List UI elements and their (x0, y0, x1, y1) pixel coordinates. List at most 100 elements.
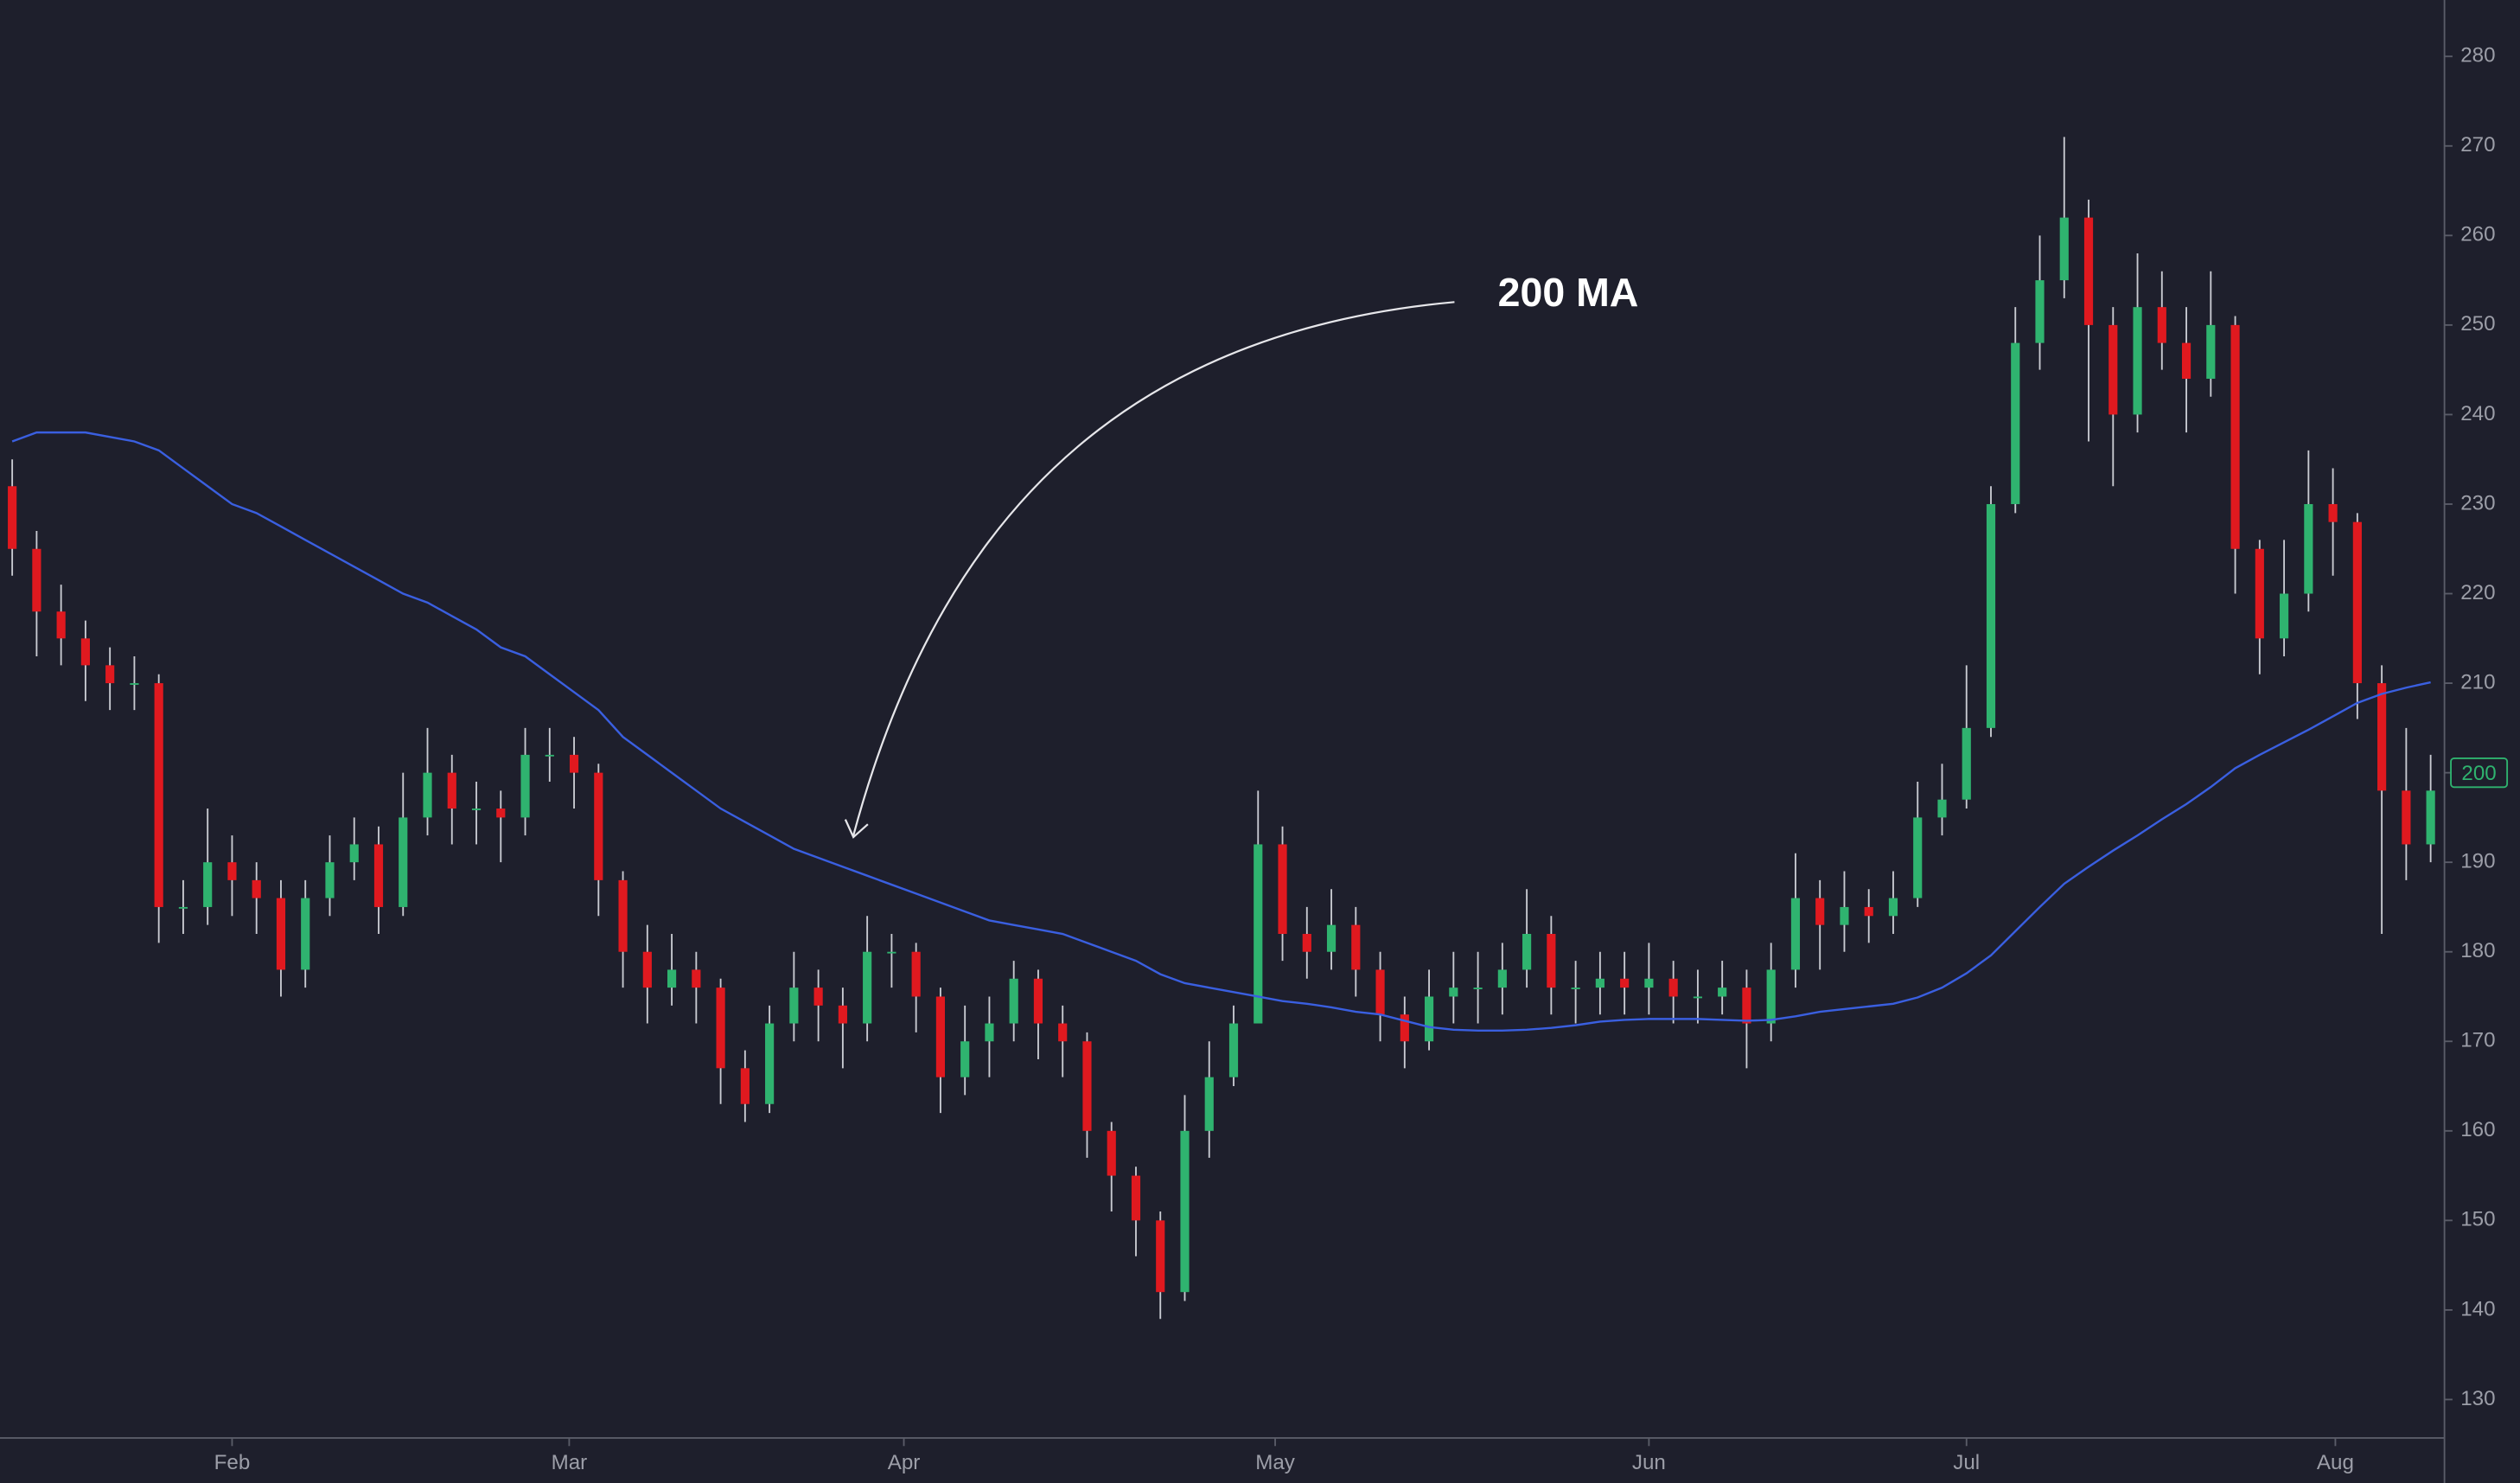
moving-average-line (11, 431, 2431, 1032)
candle-body (1864, 906, 1873, 917)
candle-body (911, 951, 921, 997)
candle-body (667, 969, 677, 988)
arrow-head (844, 819, 869, 839)
annotation-arrow (852, 301, 1455, 836)
candle-body (276, 898, 286, 970)
candle-body (985, 1023, 994, 1042)
y-tick-label: 230 (2460, 491, 2495, 515)
candle-body (2230, 324, 2240, 549)
candle-body (496, 809, 506, 818)
candle-body (2035, 280, 2045, 343)
candle-body (1107, 1130, 1116, 1176)
y-tick-label: 130 (2460, 1387, 2495, 1410)
candle-body (1131, 1175, 1141, 1221)
candle-body (1254, 844, 1263, 1024)
candle-body (1718, 988, 1727, 997)
candle-body (1840, 906, 1849, 925)
candle-body (2059, 217, 2069, 281)
candle-body (1888, 898, 1898, 917)
candle-body (692, 969, 701, 988)
candle-body (2083, 217, 2094, 325)
candle-body (2304, 503, 2313, 594)
candle-body (1033, 978, 1043, 1024)
candle-body (423, 772, 432, 818)
candle-body (960, 1041, 970, 1077)
candle-body (1326, 924, 1337, 952)
y-tick-label: 140 (2460, 1297, 2495, 1320)
candle-body (594, 772, 603, 880)
candle-body (8, 486, 17, 549)
candle-body (716, 988, 725, 1069)
candle-body (1986, 503, 1996, 728)
x-tick-label: Feb (214, 1451, 251, 1474)
candle-body (1962, 727, 1971, 800)
candle-body (642, 951, 652, 988)
candle-body (154, 683, 163, 907)
candle-body (1790, 898, 1801, 970)
candle-body (203, 862, 213, 907)
candle-body (1473, 988, 1483, 989)
candle-body (2109, 324, 2118, 415)
y-tick-label: 260 (2460, 223, 2495, 246)
price-label: 200 (2461, 762, 2496, 785)
candle-body (32, 548, 41, 612)
candle-body (740, 1068, 750, 1104)
candle-body (2133, 307, 2142, 415)
candle-body (1180, 1130, 1190, 1293)
x-tick-label: May (1255, 1451, 1296, 1474)
y-tick-label: 180 (2460, 939, 2495, 962)
candle-body (2377, 683, 2387, 791)
candle-body (399, 817, 408, 907)
candle-body (2280, 593, 2289, 639)
y-tick-label: 210 (2460, 670, 2495, 694)
candle-body (1400, 1014, 1409, 1042)
candle-body (1009, 978, 1018, 1024)
candle-body (1644, 978, 1654, 988)
candle-body (2255, 548, 2264, 639)
candle-body (1766, 969, 1776, 1024)
candle-body (105, 665, 115, 684)
candle-body (1228, 1023, 1239, 1077)
y-tick-label: 170 (2460, 1029, 2495, 1052)
candle-body (863, 951, 872, 1024)
candle-body (1351, 924, 1361, 970)
candle-body (1278, 844, 1287, 935)
candle-body (56, 611, 66, 639)
candle-body (1497, 969, 1507, 988)
y-tick-label: 220 (2460, 581, 2495, 604)
price-label-box (2450, 757, 2509, 789)
candle-body (1815, 898, 1825, 925)
y-tick-label: 190 (2460, 850, 2495, 873)
candle-body (1571, 988, 1580, 989)
candle-body (1082, 1041, 1092, 1131)
candle-body (178, 906, 188, 909)
y-tick-label: 270 (2460, 133, 2495, 157)
candle-body (2328, 503, 2338, 522)
candle-body (447, 772, 456, 809)
plot (8, 137, 2435, 1320)
x-tick-label: Apr (888, 1451, 921, 1474)
candle-body (227, 862, 237, 880)
candle-body (80, 638, 90, 666)
candle-body (349, 844, 359, 863)
candle-body (1693, 996, 1702, 999)
candle-body (813, 988, 823, 1006)
candle-body (1668, 978, 1678, 997)
x-tick-label: Jun (1632, 1451, 1666, 1474)
y-tick-label: 240 (2460, 402, 2495, 425)
candle-body (130, 683, 139, 685)
candle-body (2426, 790, 2435, 845)
candle-body (545, 754, 554, 757)
candle-body (1913, 817, 1923, 898)
candle-body (1204, 1077, 1214, 1131)
candle-body (1424, 996, 1434, 1042)
candle-body (1058, 1023, 1068, 1042)
candle-body (1156, 1220, 1165, 1293)
candle-body (1742, 988, 1751, 1024)
candle-body (1449, 988, 1458, 997)
candle-body (520, 754, 530, 818)
candle-body (1522, 934, 1532, 970)
candle-body (373, 844, 384, 907)
